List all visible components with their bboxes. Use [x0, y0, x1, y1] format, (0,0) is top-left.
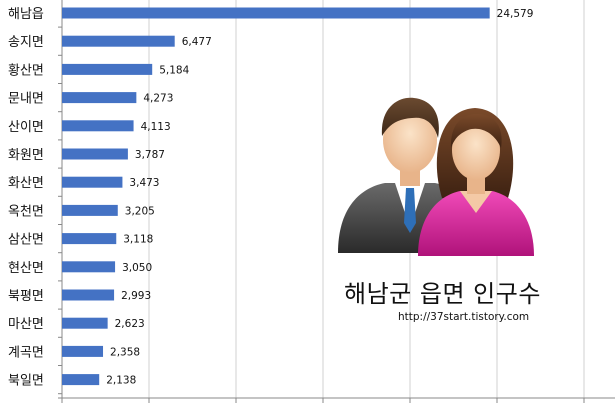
data-label: 3,118	[123, 234, 153, 246]
bar	[62, 289, 115, 301]
data-label: 2,138	[106, 375, 136, 387]
bar	[62, 120, 134, 132]
data-label: 2,623	[115, 318, 145, 330]
data-label: 2,993	[121, 290, 151, 302]
category-label: 화원면	[8, 148, 44, 163]
bar	[62, 176, 123, 188]
category-label: 산이면	[8, 120, 44, 135]
data-label: 4,113	[141, 121, 171, 133]
category-label: 북일면	[8, 374, 44, 389]
data-label: 6,477	[182, 36, 212, 48]
category-label: 계곡면	[8, 345, 44, 360]
bar	[62, 233, 117, 245]
data-label: 5,184	[159, 64, 189, 76]
bar	[62, 148, 128, 160]
chart-labels: 해남읍 24,579 송지면 6,477 황산면 5,184 문내면 4,273 산이면 4,11…	[8, 7, 533, 389]
bar	[62, 204, 118, 216]
data-label: 3,205	[125, 205, 155, 217]
chart-bars	[62, 7, 490, 386]
category-label: 문내면	[8, 92, 44, 107]
data-label: 3,473	[129, 177, 159, 189]
bar	[62, 92, 137, 104]
data-label: 3,050	[122, 262, 152, 274]
category-label: 송지면	[8, 35, 44, 50]
category-label: 해남읍	[8, 7, 44, 22]
bar	[62, 63, 153, 75]
data-label: 24,579	[497, 8, 534, 20]
people-icon	[338, 97, 534, 256]
data-label: 4,273	[143, 93, 173, 105]
data-label: 2,358	[110, 346, 140, 358]
category-label: 마산면	[8, 317, 44, 332]
category-label: 화산면	[8, 176, 44, 191]
chart-title: 해남군 읍면 인구수	[344, 280, 541, 308]
bar	[62, 345, 104, 357]
source-url: http://37start.tistory.com	[398, 311, 530, 323]
bar	[62, 317, 108, 329]
data-label: 3,787	[135, 149, 165, 161]
bar	[62, 35, 175, 47]
bar	[62, 7, 490, 19]
category-label: 북평면	[8, 289, 44, 304]
bar	[62, 374, 100, 386]
category-label: 황산면	[8, 63, 44, 78]
bar	[62, 261, 116, 273]
category-label: 현산면	[8, 261, 44, 276]
category-label: 옥천면	[8, 204, 44, 219]
category-label: 삼산면	[8, 233, 44, 248]
